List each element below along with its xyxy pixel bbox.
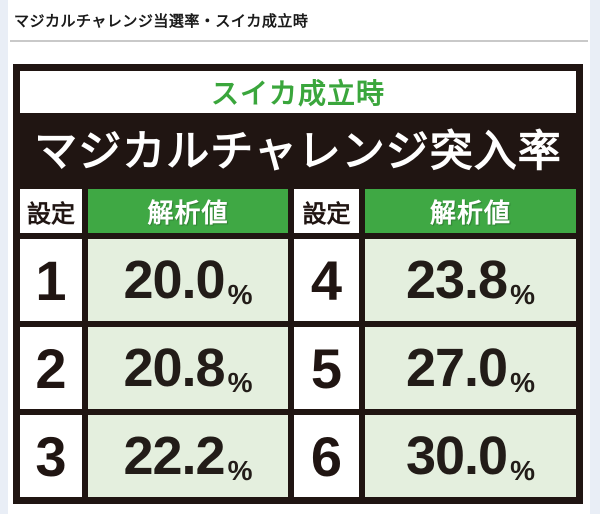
value-cell-setting-2: 20.8% [88,327,288,409]
value-cell-setting-3: 22.2% [88,415,288,497]
percent-sign: % [227,279,253,310]
value-cell-setting-4: 23.8% [365,239,576,321]
setting-cell-2: 2 [20,327,82,409]
percent-sign: % [227,367,253,398]
column-header-value-right: 解析値 [365,189,576,233]
panel-subtitle: スイカ成立時 [20,71,576,113]
value-number: 22.2 [123,426,225,486]
value-number: 20.0 [123,250,225,310]
divider [10,40,588,42]
setting-cell-1: 1 [20,239,82,321]
percent-sign: % [510,367,535,398]
value-number: 23.8 [405,250,508,310]
column-header-value-left: 解析値 [88,189,288,233]
percent-sign: % [510,279,535,310]
panel-title: マジカルチャレンジ突入率 [34,128,562,176]
value-number: 20.8 [123,338,225,398]
value-cell-setting-6: 30.0% [365,415,576,497]
column-header-setting-left: 設定 [20,189,82,233]
setting-cell-6: 6 [294,415,359,497]
setting-cell-5: 5 [294,327,359,409]
percent-sign: % [510,455,535,486]
value-number: 27.0 [405,338,508,398]
settings-table: 設定 解析値 設定 解析値 1 20.0% 4 23.8% 2 20.8% 5 … [20,189,576,497]
column-header-setting-right: 設定 [294,189,359,233]
value-number: 30.0 [405,426,508,486]
setting-cell-4: 4 [294,239,359,321]
percent-sign: % [227,455,253,486]
page-content: マジカルチャレンジ当選率・スイカ成立時 スイカ成立時 マジカルチャレンジ突入率 … [8,0,590,514]
stats-panel: スイカ成立時 マジカルチャレンジ突入率 設定 解析値 設定 解析値 1 20.0… [13,64,583,504]
setting-cell-3: 3 [20,415,82,497]
value-cell-setting-1: 20.0% [88,239,288,321]
page-title: マジカルチャレンジ当選率・スイカ成立時 [14,13,309,30]
value-cell-setting-5: 27.0% [365,327,576,409]
